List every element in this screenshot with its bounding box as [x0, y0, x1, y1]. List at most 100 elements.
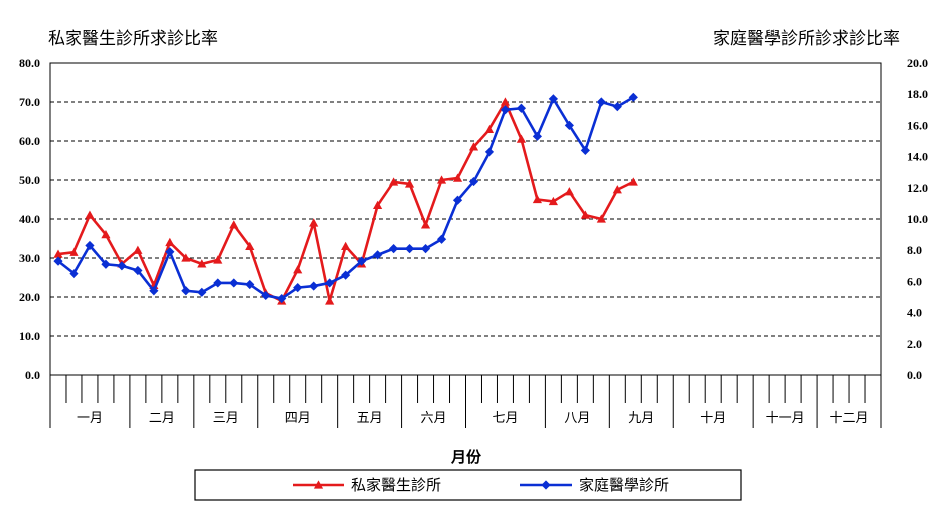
triangle-marker — [101, 230, 111, 239]
x-axis-title: 月份 — [450, 448, 482, 466]
right-tick-label: 20.0 — [907, 56, 928, 70]
triangle-marker — [245, 241, 255, 250]
right-tick-label: 2.0 — [907, 337, 922, 351]
right-tick-label: 4.0 — [907, 306, 922, 320]
diamond-marker — [261, 290, 271, 301]
right-axis-title: 家庭醫學診所診求診比率 — [713, 29, 900, 49]
triangle-marker — [596, 214, 606, 223]
diamond-marker — [165, 247, 175, 257]
right-tick-label: 6.0 — [907, 274, 922, 288]
triangle-marker — [165, 237, 175, 247]
triangle-marker — [420, 220, 431, 229]
right-tick-label: 14.0 — [907, 150, 928, 164]
diamond-marker — [484, 147, 495, 157]
diamond-marker — [373, 250, 383, 260]
right-tick-label: 12.0 — [907, 181, 928, 195]
triangle-marker — [404, 179, 415, 188]
diamond-marker — [516, 103, 527, 113]
triangle-marker — [133, 245, 143, 254]
diamond-marker — [357, 256, 367, 266]
triangle-marker — [181, 253, 191, 262]
triangle-marker — [53, 249, 63, 258]
legend-label: 家庭醫學診所 — [579, 476, 669, 494]
diamond-marker — [564, 120, 574, 130]
right-tick-label: 16.0 — [907, 118, 928, 132]
triangle-marker — [628, 177, 638, 186]
triangle-marker — [580, 210, 590, 219]
diamond-marker — [69, 269, 79, 279]
diamond-marker — [133, 265, 143, 276]
triangle-marker — [452, 173, 463, 182]
right-tick-label: 8.0 — [907, 243, 922, 257]
right-tick-label: 0.0 — [907, 368, 922, 382]
diamond-marker — [309, 281, 319, 291]
diamond-marker — [404, 244, 415, 254]
diamond-marker — [612, 102, 622, 112]
diamond-marker — [277, 293, 287, 304]
diamond-marker — [452, 195, 463, 205]
triangle-marker — [484, 124, 495, 133]
x-month-label: 五月 — [357, 411, 383, 426]
left-tick-label: 0.0 — [25, 368, 40, 382]
triangle-marker — [548, 196, 558, 206]
left-tick-label: 40.0 — [19, 212, 40, 226]
triangle-marker — [69, 247, 79, 256]
legend-diamond-marker — [541, 480, 551, 490]
left-axis-title: 私家醫生診所求診比率 — [48, 29, 218, 49]
right-tick-label: 10.0 — [907, 212, 928, 226]
x-month-label: 十二月 — [830, 411, 869, 426]
triangle-marker — [341, 241, 351, 250]
left-tick-label: 10.0 — [19, 329, 40, 343]
diamond-marker — [468, 176, 479, 187]
diamond-marker — [117, 261, 127, 271]
x-month-label: 十一月 — [766, 411, 805, 426]
series-line-family-medicine — [57, 96, 634, 300]
triangle-marker — [309, 218, 319, 227]
diamond-marker — [181, 286, 191, 296]
triangle-marker — [468, 142, 479, 151]
diamond-marker — [149, 286, 159, 296]
diamond-marker — [293, 283, 303, 293]
left-tick-label: 20.0 — [19, 290, 40, 304]
diamond-marker — [101, 259, 111, 269]
diamond-marker — [596, 97, 606, 107]
x-month-label: 七月 — [492, 411, 518, 426]
x-month-label: 八月 — [564, 411, 590, 426]
diamond-marker — [341, 270, 351, 280]
triangle-marker — [373, 200, 383, 210]
x-month-label: 九月 — [628, 411, 654, 426]
diamond-marker — [548, 94, 558, 104]
diamond-marker — [388, 244, 399, 254]
diamond-marker — [532, 131, 543, 141]
x-month-label: 二月 — [149, 411, 175, 426]
right-tick-label: 18.0 — [907, 87, 928, 101]
diamond-marker — [436, 234, 447, 244]
diamond-marker — [628, 92, 638, 102]
left-tick-label: 30.0 — [19, 251, 40, 265]
left-tick-label: 70.0 — [19, 95, 40, 109]
triangle-marker — [229, 220, 239, 229]
legend-triangle-marker — [313, 480, 324, 489]
left-tick-label: 60.0 — [19, 134, 40, 148]
triangle-marker — [85, 210, 95, 219]
triangle-marker — [436, 175, 447, 184]
triangle-marker — [500, 97, 511, 106]
diamond-marker — [85, 240, 95, 251]
diamond-marker — [420, 244, 431, 254]
triangle-marker — [197, 259, 207, 268]
diamond-marker — [229, 278, 239, 288]
x-month-label: 六月 — [421, 411, 447, 426]
triangle-marker — [516, 134, 527, 143]
x-month-label: 四月 — [285, 411, 311, 426]
triangle-marker — [388, 177, 399, 186]
triangle-marker — [293, 265, 303, 274]
x-month-label: 三月 — [213, 411, 239, 426]
left-tick-label: 80.0 — [19, 56, 40, 70]
diamond-marker — [325, 278, 335, 288]
diamond-marker — [213, 278, 223, 288]
diamond-marker — [197, 287, 207, 297]
legend-label: 私家醫生診所 — [351, 476, 441, 494]
diamond-marker — [500, 105, 511, 115]
diamond-marker — [580, 145, 590, 155]
